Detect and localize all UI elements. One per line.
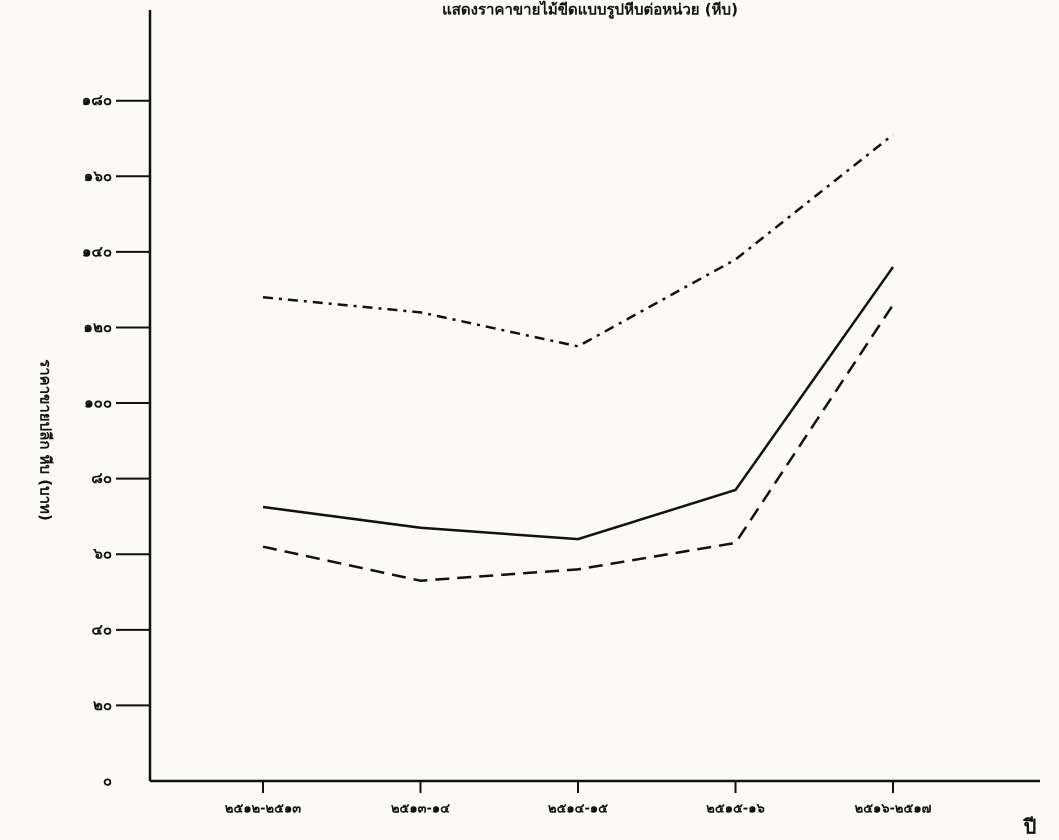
y-tick-label: ๑๒๐ bbox=[83, 318, 112, 336]
chart-title: แสดงราคาขายไม้ขีดแบบรูปหีบต่อหน่วย (หีบ) bbox=[442, 0, 738, 20]
y-tick-label: ๑๔๐ bbox=[82, 242, 112, 260]
x-tick-label: ๒๕๑๒-๒๕๑๓ bbox=[225, 802, 301, 817]
y-tick-label: ๑๘๐ bbox=[82, 91, 112, 109]
x-tick-label: ๒๕๑๓-๑๔ bbox=[391, 802, 450, 817]
y-tick-label: ๔๐ bbox=[91, 620, 112, 638]
y-tick-label: ๖๐ bbox=[92, 545, 112, 563]
y-tick-label: ๒๐ bbox=[93, 696, 112, 714]
y-tick-label: ๑๖๐ bbox=[84, 167, 112, 185]
x-tick-label: ๒๕๑๖-๒๕๑๗ bbox=[855, 802, 932, 817]
y-tick-label: ๐ bbox=[103, 772, 112, 790]
series-line bbox=[262, 304, 895, 582]
y-tick-label: ๑๐๐ bbox=[84, 394, 112, 412]
y-axis-label: ราคาขายปลีก หีบ (บาท) bbox=[37, 359, 55, 521]
x-tick-label: ๒๕๑๔-๑๕ bbox=[548, 802, 608, 817]
x-axis-label: ปี bbox=[1022, 815, 1036, 839]
series-line bbox=[262, 133, 894, 348]
y-tick-label: ๘๐ bbox=[91, 469, 112, 487]
x-tick-label: ๒๕๑๕-๑๖ bbox=[706, 802, 764, 817]
series-line bbox=[262, 266, 895, 541]
